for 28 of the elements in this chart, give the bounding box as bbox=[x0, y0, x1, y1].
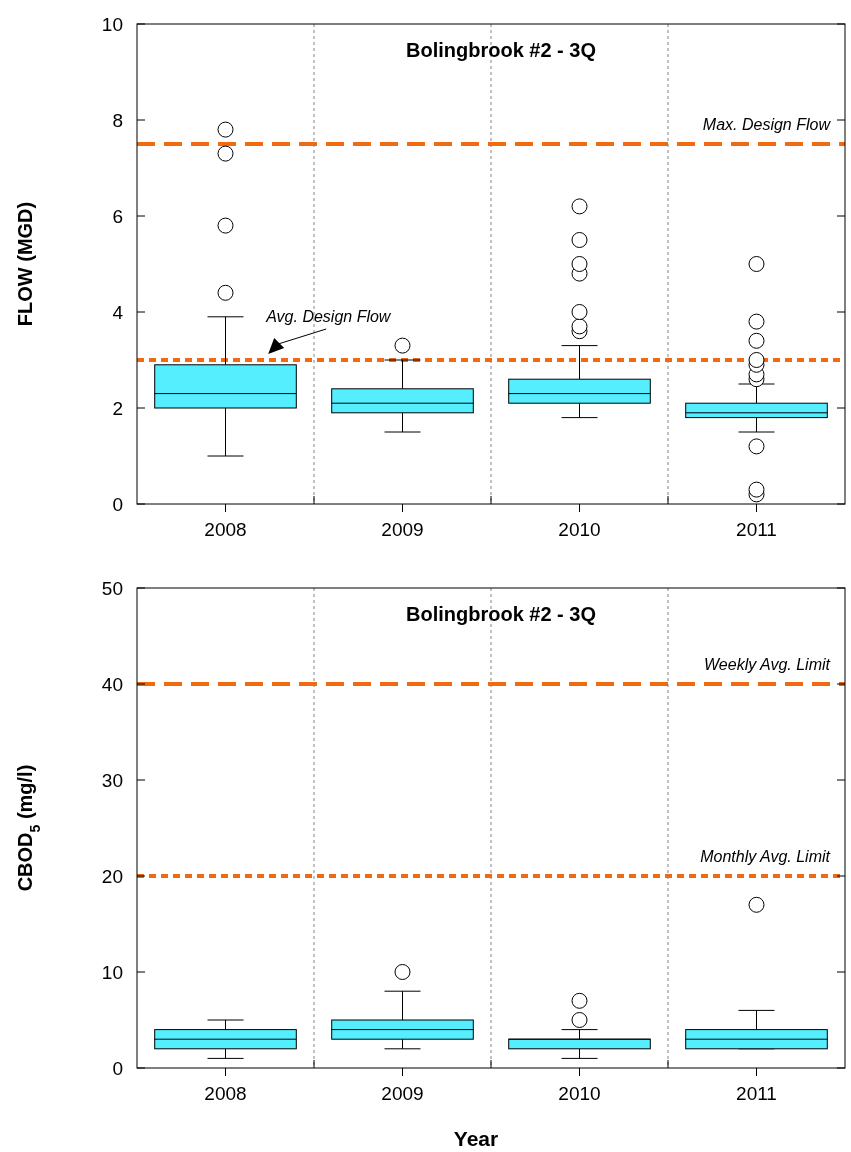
text: Bolingbrook #2 - 3Q bbox=[405, 603, 597, 625]
y-tick-label: 4 bbox=[112, 301, 124, 323]
y-tick-label: 10 bbox=[101, 961, 123, 983]
text: Bolingbrook #2 - 3Q bbox=[405, 39, 597, 61]
y-tick-label: 30 bbox=[101, 769, 123, 791]
y-tick-label: 20 bbox=[101, 865, 123, 887]
x-tick-label: 2009 bbox=[381, 1083, 424, 1104]
y-tick-label: 8 bbox=[112, 109, 123, 131]
x-tick-label: 2010 bbox=[558, 519, 601, 540]
y-tick-label: 0 bbox=[112, 493, 123, 515]
y-tick-label: 0 bbox=[112, 1057, 123, 1079]
ref-line-label: Weekly Avg. Limit bbox=[704, 656, 831, 673]
x-tick-label: 2008 bbox=[204, 1083, 247, 1104]
x-tick-label: 2011 bbox=[736, 519, 777, 540]
y-tick-label: 2 bbox=[112, 397, 123, 419]
x-tick-label: 2008 bbox=[204, 519, 247, 540]
x-axis-title: Year bbox=[453, 1127, 499, 1150]
ref-line-label: Max. Design Flow bbox=[702, 116, 832, 133]
y-tick-label: 50 bbox=[101, 577, 123, 599]
y-tick-label: 40 bbox=[101, 673, 123, 695]
ref-line-label: Monthly Avg. Limit bbox=[700, 848, 831, 865]
x-tick-label: 2010 bbox=[558, 1083, 601, 1104]
x-tick-label: 2009 bbox=[381, 519, 424, 540]
y-tick-label: 6 bbox=[112, 205, 123, 227]
x-tick-label: 2011 bbox=[736, 1083, 777, 1104]
y-axis-title: FLOW (MGD) bbox=[14, 201, 36, 327]
y-tick-label: 10 bbox=[101, 13, 123, 35]
ref-line-label: Avg. Design Flow bbox=[265, 308, 392, 325]
